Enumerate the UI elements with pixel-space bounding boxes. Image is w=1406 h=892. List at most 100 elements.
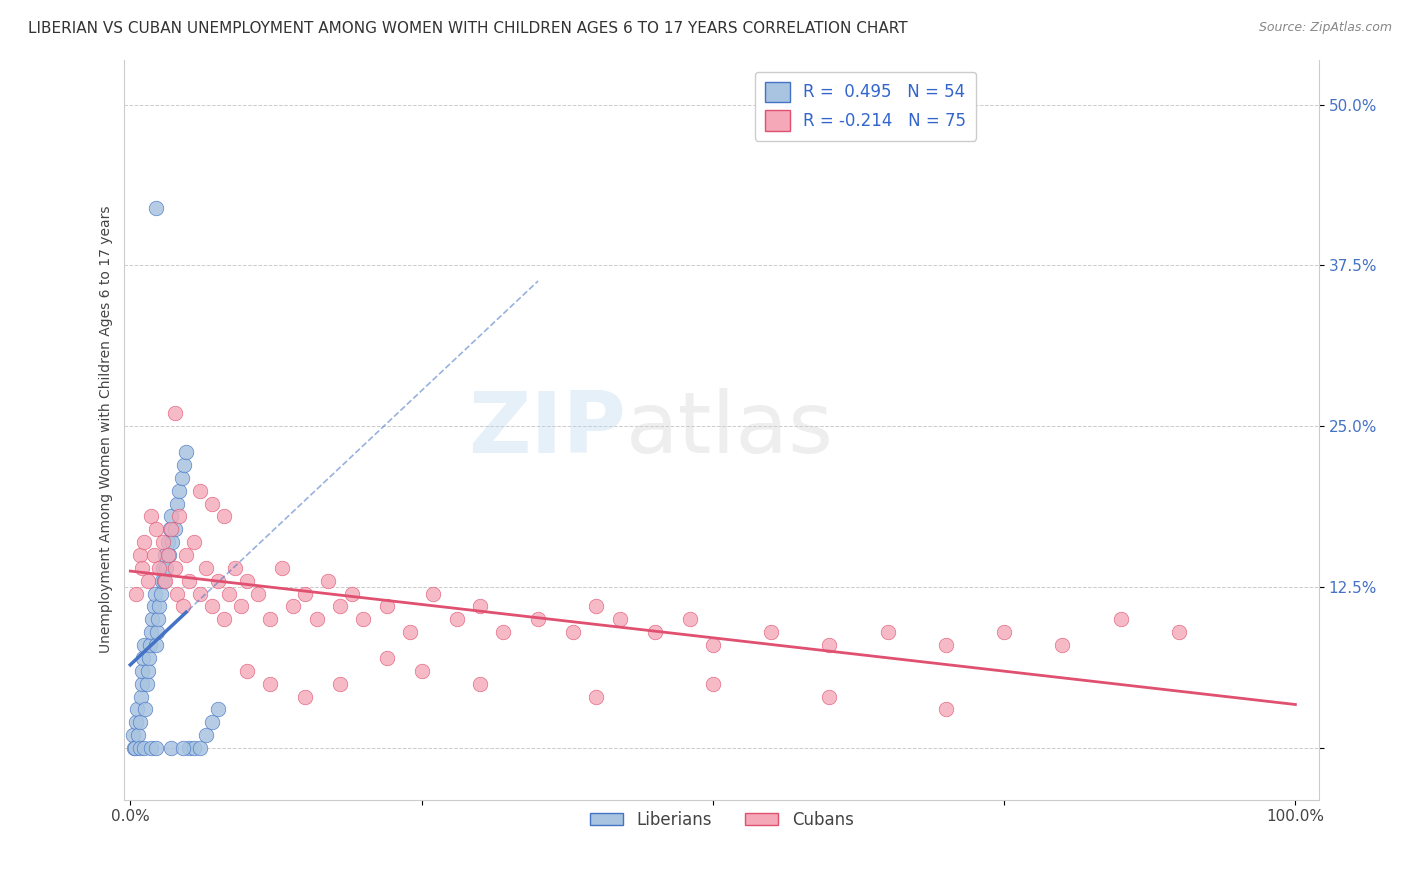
Point	[247, 587, 270, 601]
Point	[468, 599, 491, 614]
Text: LIBERIAN VS CUBAN UNEMPLOYMENT AMONG WOMEN WITH CHILDREN AGES 6 TO 17 YEARS CORR: LIBERIAN VS CUBAN UNEMPLOYMENT AMONG WOM…	[28, 21, 908, 36]
Point	[352, 612, 374, 626]
Point	[201, 599, 224, 614]
Point	[131, 561, 153, 575]
Y-axis label: Unemployment Among Women with Children Ages 6 to 17 years: Unemployment Among Women with Children A…	[100, 206, 114, 653]
Point	[177, 574, 200, 588]
Point	[134, 741, 156, 756]
Point	[224, 561, 246, 575]
Point	[141, 625, 163, 640]
Point	[166, 587, 188, 601]
Point	[150, 574, 173, 588]
Point	[678, 612, 700, 626]
Point	[188, 741, 211, 756]
Point	[173, 458, 195, 472]
Point	[1052, 638, 1074, 652]
Point	[818, 638, 841, 652]
Point	[562, 625, 585, 640]
Point	[195, 728, 218, 742]
Point	[609, 612, 631, 626]
Point	[148, 561, 170, 575]
Point	[702, 638, 724, 652]
Point	[143, 587, 166, 601]
Point	[411, 664, 433, 678]
Point	[207, 702, 229, 716]
Point	[305, 612, 328, 626]
Point	[160, 741, 183, 756]
Text: Source: ZipAtlas.com: Source: ZipAtlas.com	[1258, 21, 1392, 34]
Point	[294, 690, 316, 704]
Point	[163, 561, 186, 575]
Point	[1167, 625, 1189, 640]
Point	[201, 715, 224, 730]
Point	[159, 522, 181, 536]
Point	[156, 548, 179, 562]
Point	[172, 599, 194, 614]
Point	[527, 612, 550, 626]
Point	[124, 741, 146, 756]
Point	[125, 715, 148, 730]
Point	[283, 599, 305, 614]
Point	[131, 664, 153, 678]
Point	[139, 638, 162, 652]
Point	[128, 715, 150, 730]
Point	[259, 676, 281, 690]
Point	[134, 638, 156, 652]
Point	[236, 574, 259, 588]
Point	[188, 483, 211, 498]
Point	[125, 587, 148, 601]
Point	[177, 741, 200, 756]
Point	[212, 612, 235, 626]
Point	[207, 574, 229, 588]
Point	[201, 497, 224, 511]
Point	[876, 625, 898, 640]
Point	[145, 638, 167, 652]
Point	[129, 690, 152, 704]
Text: ZIP: ZIP	[468, 388, 626, 471]
Point	[399, 625, 422, 640]
Point	[145, 201, 167, 215]
Point	[167, 509, 190, 524]
Text: atlas: atlas	[626, 388, 834, 471]
Point	[174, 445, 197, 459]
Point	[128, 548, 150, 562]
Point	[136, 664, 159, 678]
Point	[136, 574, 159, 588]
Point	[122, 741, 145, 756]
Point	[128, 741, 150, 756]
Point	[152, 561, 174, 575]
Point	[172, 741, 194, 756]
Point	[157, 548, 180, 562]
Point	[218, 587, 240, 601]
Point	[141, 741, 163, 756]
Point	[188, 587, 211, 601]
Point	[375, 651, 398, 665]
Point	[492, 625, 515, 640]
Point	[259, 612, 281, 626]
Point	[183, 535, 205, 549]
Point	[166, 497, 188, 511]
Point	[422, 587, 444, 601]
Point	[702, 676, 724, 690]
Point	[135, 676, 157, 690]
Point	[759, 625, 782, 640]
Point	[142, 599, 165, 614]
Point	[127, 728, 149, 742]
Point	[183, 741, 205, 756]
Point	[163, 407, 186, 421]
Point	[294, 587, 316, 601]
Point	[142, 548, 165, 562]
Point	[229, 599, 252, 614]
Point	[329, 599, 352, 614]
Point	[141, 509, 163, 524]
Point	[132, 651, 155, 665]
Point	[212, 509, 235, 524]
Legend: Liberians, Cubans: Liberians, Cubans	[583, 805, 860, 836]
Point	[127, 702, 149, 716]
Point	[329, 676, 352, 690]
Point	[148, 599, 170, 614]
Point	[153, 574, 176, 588]
Point	[131, 676, 153, 690]
Point	[138, 651, 160, 665]
Point	[375, 599, 398, 614]
